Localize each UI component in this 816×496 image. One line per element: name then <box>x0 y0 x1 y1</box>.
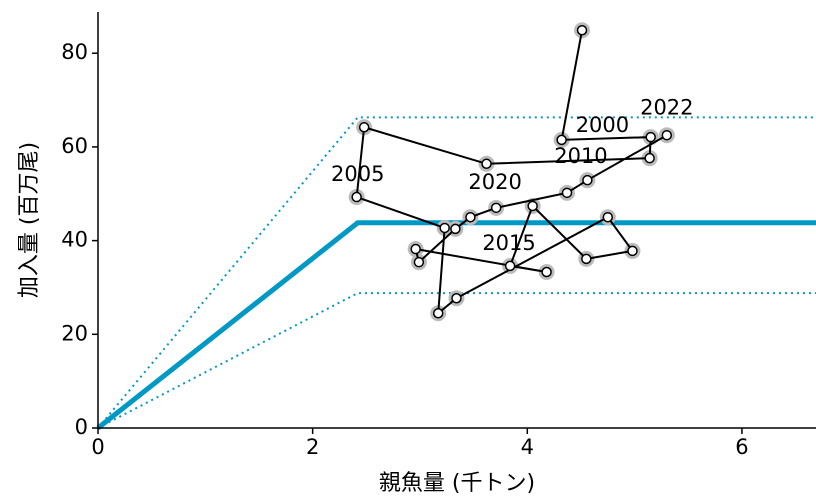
point <box>465 211 476 223</box>
point <box>439 222 450 234</box>
year-label: 2020 <box>468 170 521 194</box>
year-label: 2015 <box>482 231 535 255</box>
point <box>644 152 655 164</box>
band-line <box>97 292 816 429</box>
point <box>413 256 425 268</box>
y-tick-label: 80 <box>61 40 88 64</box>
y-tick-label: 0 <box>75 415 88 439</box>
point <box>576 25 588 36</box>
y-tick-label: 20 <box>61 321 88 345</box>
point <box>582 174 593 186</box>
band-line <box>97 116 816 429</box>
point <box>602 211 614 223</box>
model-line <box>96 220 816 430</box>
point <box>450 223 461 235</box>
point <box>451 292 462 304</box>
point <box>504 260 516 272</box>
year-label: 2010 <box>554 144 607 168</box>
year-label: 2000 <box>576 113 629 137</box>
point <box>358 121 370 133</box>
point <box>481 158 492 170</box>
point <box>541 266 552 278</box>
x-tick-label: 0 <box>91 435 104 459</box>
point <box>661 129 673 141</box>
point <box>645 131 656 143</box>
point <box>527 200 538 212</box>
x-tick-label: 2 <box>306 435 319 459</box>
y-tick-label: 40 <box>61 228 88 252</box>
point <box>351 191 362 203</box>
point <box>561 187 573 199</box>
point <box>581 253 592 265</box>
x-tick-label: 4 <box>521 435 534 459</box>
point <box>627 245 638 257</box>
point <box>432 307 444 319</box>
year-label: 2022 <box>640 96 693 120</box>
y-axis-label: 加入量 (百万尾) <box>17 142 42 298</box>
x-tick-label: 6 <box>735 435 748 459</box>
y-tick-label: 60 <box>61 134 88 158</box>
x-axis-label: 親魚量 (千トン) <box>379 471 535 496</box>
point <box>490 202 502 214</box>
point <box>556 134 567 146</box>
year-label: 2005 <box>331 162 384 186</box>
point <box>410 243 421 255</box>
